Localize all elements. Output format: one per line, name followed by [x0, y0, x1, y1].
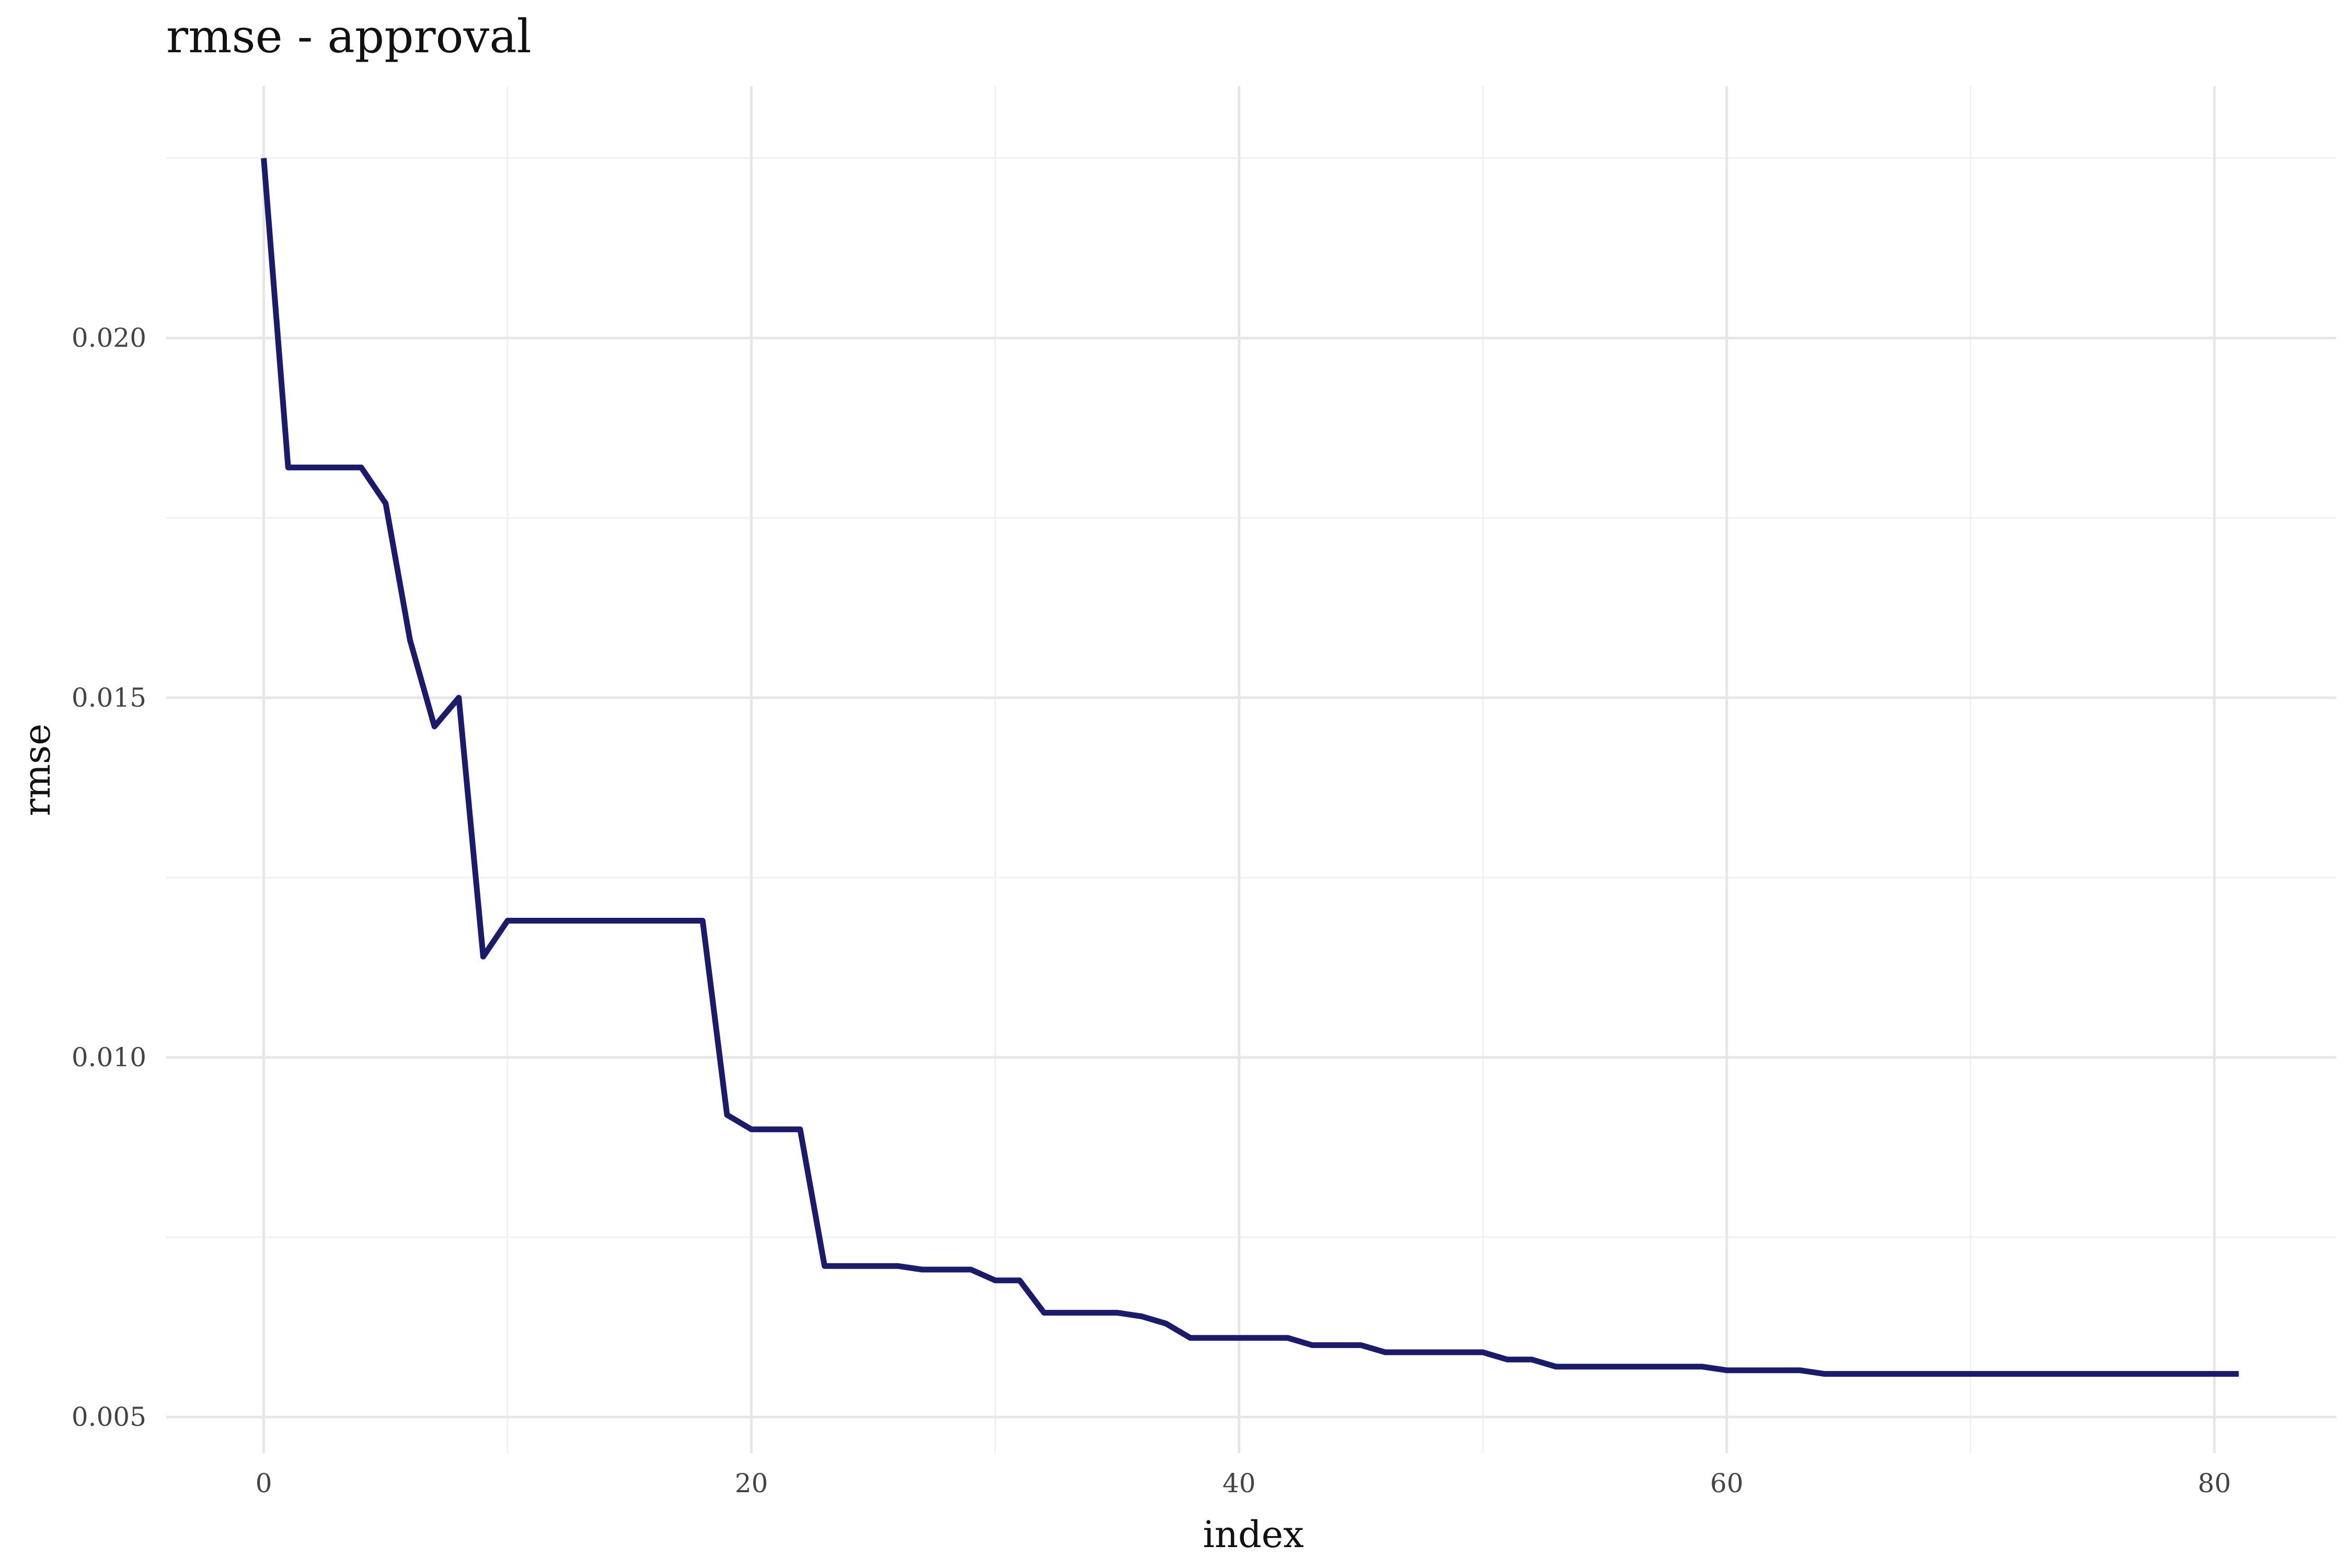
chart-title: rmse - approval — [166, 9, 532, 63]
rmse-series-line — [261, 158, 2239, 1377]
x-tick-labels: 0 20 40 60 80 — [256, 1468, 2231, 1498]
minor-gridlines — [166, 86, 2336, 1453]
x-tick-label: 60 — [1710, 1468, 1744, 1498]
x-tick-label: 80 — [2198, 1468, 2231, 1498]
x-tick-label: 0 — [256, 1468, 272, 1498]
y-tick-label: 0.010 — [72, 1042, 146, 1073]
y-tick-label: 0.005 — [72, 1402, 146, 1432]
major-gridlines — [166, 86, 2336, 1453]
x-tick-label: 20 — [735, 1468, 768, 1498]
x-axis-title: index — [1203, 1513, 1304, 1556]
x-tick-label: 40 — [1223, 1468, 1256, 1498]
y-tick-label: 0.015 — [72, 683, 146, 713]
y-axis-title: rmse — [16, 723, 59, 816]
y-tick-labels: 0.005 0.010 0.015 0.020 — [72, 323, 146, 1432]
y-tick-label: 0.020 — [72, 323, 146, 353]
